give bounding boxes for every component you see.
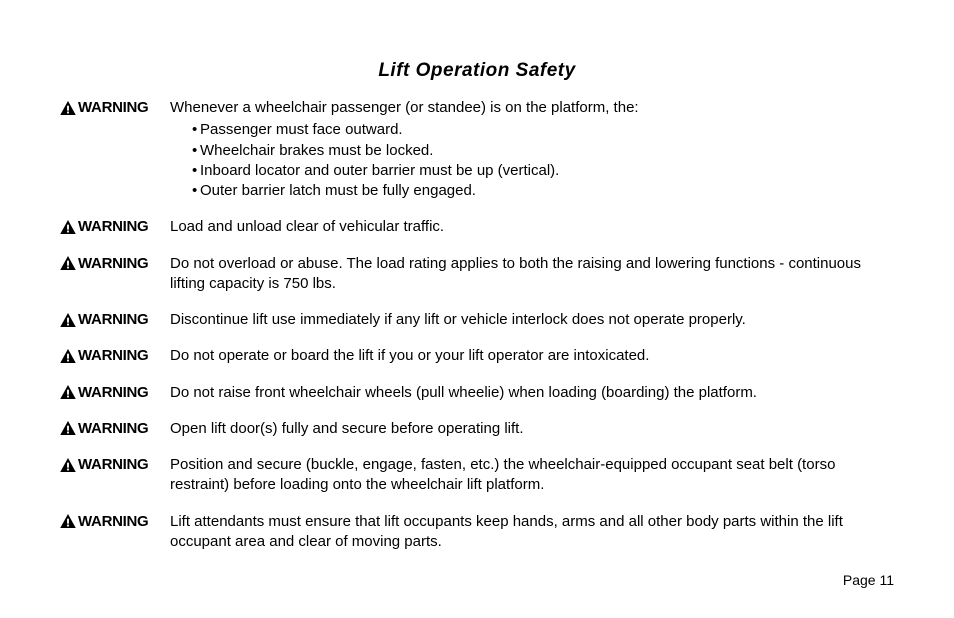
warning-label-text: WARNING: [78, 456, 148, 473]
warning-label-text: WARNING: [78, 99, 148, 116]
warning-label-text: WARNING: [78, 255, 148, 272]
warning-label: WARNING: [60, 455, 170, 473]
warning-lead-text: Do not overload or abuse. The load ratin…: [170, 254, 894, 295]
warning-content: Load and unload clear of vehicular traff…: [170, 217, 894, 237]
warning-content: Position and secure (buckle, engage, fas…: [170, 455, 894, 496]
warning-sub-item: •Inboard locator and outer barrier must …: [192, 161, 894, 181]
warning-triangle-icon: [60, 385, 76, 399]
warning-lead-text: Discontinue lift use immediately if any …: [170, 310, 894, 330]
warning-sub-item: •Passenger must face outward.: [192, 120, 894, 140]
warning-label-text: WARNING: [78, 218, 148, 235]
warning-content: Lift attendants must ensure that lift oc…: [170, 512, 894, 553]
warning-label: WARNING: [60, 217, 170, 235]
warning-content: Whenever a wheelchair passenger (or stan…: [170, 98, 894, 201]
warning-sub-item: •Wheelchair brakes must be locked.: [192, 141, 894, 161]
warning-triangle-icon: [60, 514, 76, 528]
warning-triangle-icon: [60, 349, 76, 363]
warning-sub-item: •Outer barrier latch must be fully engag…: [192, 181, 894, 201]
warning-sub-item-text: Passenger must face outward.: [200, 121, 403, 138]
warning-label: WARNING: [60, 512, 170, 530]
warning-lead-text: Load and unload clear of vehicular traff…: [170, 217, 894, 237]
warning-lead-text: Do not operate or board the lift if you …: [170, 346, 894, 366]
warning-content: Do not overload or abuse. The load ratin…: [170, 254, 894, 295]
warning-label-text: WARNING: [78, 420, 148, 437]
warning-block: WARNING Do not raise front wheelchair whe…: [60, 383, 894, 403]
warning-lead-text: Whenever a wheelchair passenger (or stan…: [170, 98, 894, 118]
warning-block: WARNING Discontinue lift use immediately …: [60, 310, 894, 330]
warning-lead-text: Position and secure (buckle, engage, fas…: [170, 455, 894, 496]
warning-label: WARNING: [60, 346, 170, 364]
warning-triangle-icon: [60, 458, 76, 472]
warning-label-text: WARNING: [78, 384, 148, 401]
warning-lead-text: Do not raise front wheelchair wheels (pu…: [170, 383, 894, 403]
warning-triangle-icon: [60, 421, 76, 435]
warning-block: WARNING Do not overload or abuse. The loa…: [60, 254, 894, 295]
warning-content: Discontinue lift use immediately if any …: [170, 310, 894, 330]
warning-label: WARNING: [60, 310, 170, 328]
warning-sub-list: •Passenger must face outward.•Wheelchair…: [170, 120, 894, 201]
warning-content: Do not operate or board the lift if you …: [170, 346, 894, 366]
page-title: Lift Operation Safety: [60, 60, 894, 82]
warning-label: WARNING: [60, 254, 170, 272]
warning-label: WARNING: [60, 419, 170, 437]
bullet-icon: •: [192, 181, 200, 201]
warning-content: Open lift door(s) fully and secure befor…: [170, 419, 894, 439]
warning-sub-item-text: Outer barrier latch must be fully engage…: [200, 182, 476, 199]
warning-triangle-icon: [60, 313, 76, 327]
warning-lead-text: Lift attendants must ensure that lift oc…: [170, 512, 894, 553]
warning-triangle-icon: [60, 256, 76, 270]
warnings-container: WARNING Whenever a wheelchair passenger (…: [60, 98, 894, 552]
warning-block: WARNING Whenever a wheelchair passenger (…: [60, 98, 894, 201]
warning-label-text: WARNING: [78, 347, 148, 364]
warning-block: WARNING Position and secure (buckle, enga…: [60, 455, 894, 496]
bullet-icon: •: [192, 120, 200, 140]
warning-block: WARNING Load and unload clear of vehicula…: [60, 217, 894, 237]
warning-sub-item-text: Wheelchair brakes must be locked.: [200, 142, 433, 159]
warning-triangle-icon: [60, 101, 76, 115]
page-number: Page 11: [843, 572, 894, 588]
warning-sub-item-text: Inboard locator and outer barrier must b…: [200, 162, 559, 179]
warning-label-text: WARNING: [78, 513, 148, 530]
warning-block: WARNING Open lift door(s) fully and secur…: [60, 419, 894, 439]
warning-label: WARNING: [60, 383, 170, 401]
warning-label-text: WARNING: [78, 311, 148, 328]
warning-block: WARNING Lift attendants must ensure that …: [60, 512, 894, 553]
warning-block: WARNING Do not operate or board the lift …: [60, 346, 894, 366]
warning-triangle-icon: [60, 220, 76, 234]
bullet-icon: •: [192, 161, 200, 181]
warning-label: WARNING: [60, 98, 170, 116]
warning-content: Do not raise front wheelchair wheels (pu…: [170, 383, 894, 403]
bullet-icon: •: [192, 141, 200, 161]
warning-lead-text: Open lift door(s) fully and secure befor…: [170, 419, 894, 439]
